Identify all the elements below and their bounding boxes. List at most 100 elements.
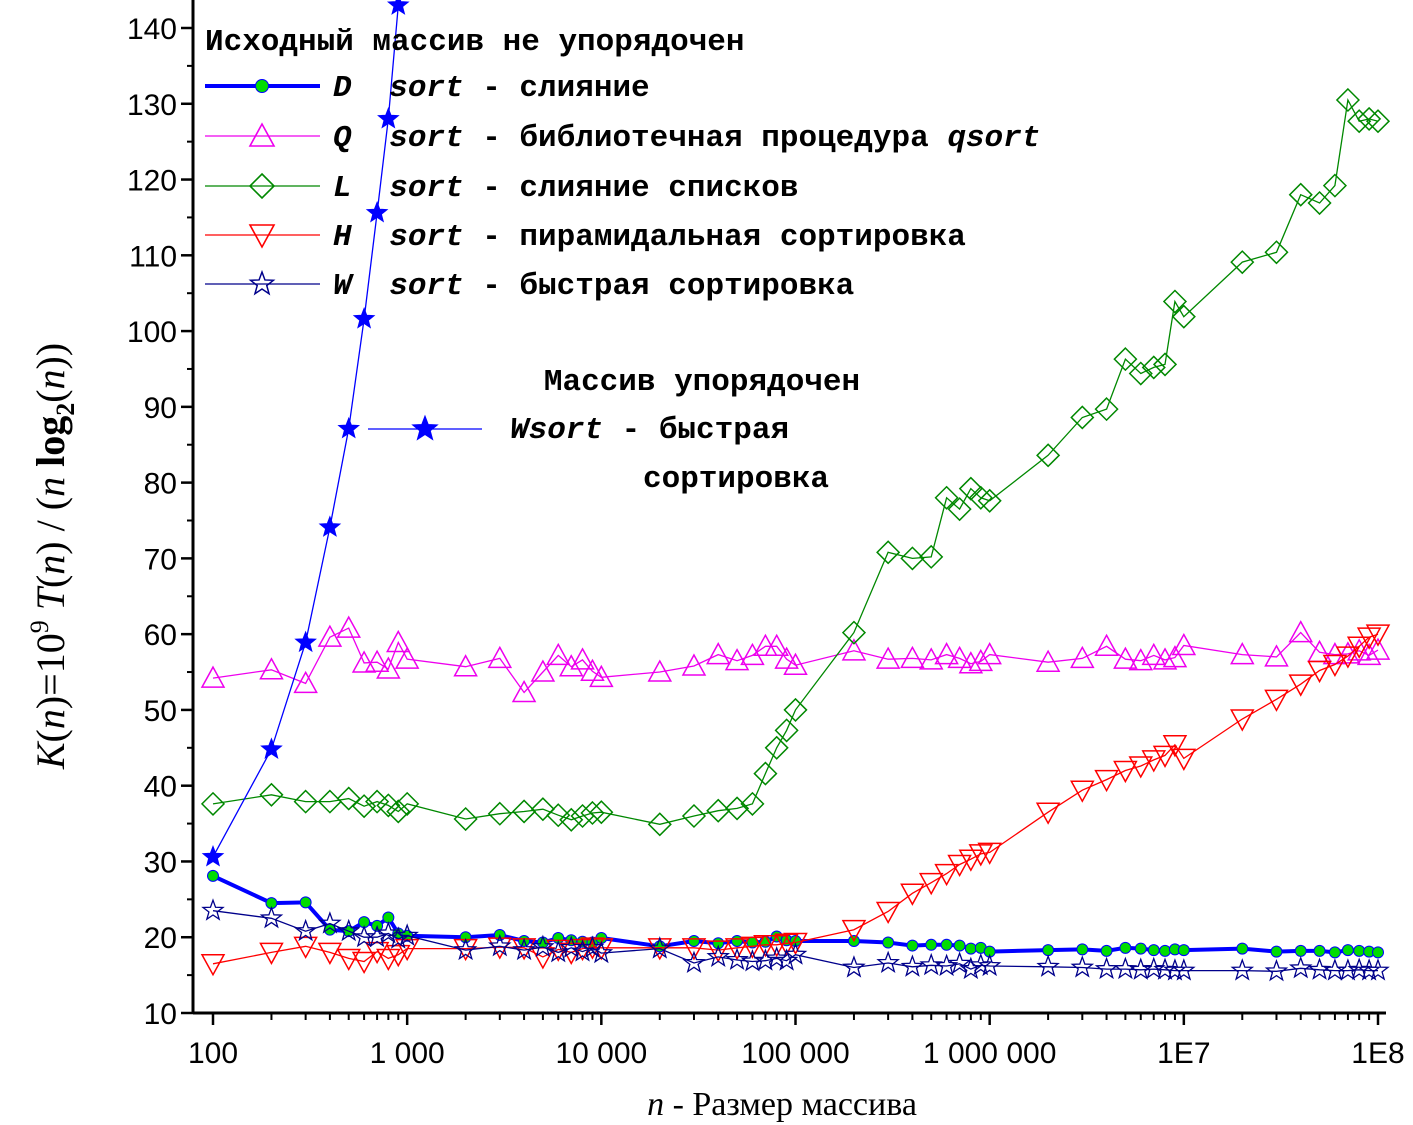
data-point <box>365 924 389 948</box>
data-point <box>293 670 318 694</box>
data-point <box>559 807 584 832</box>
data-point <box>1163 958 1187 981</box>
data-point <box>351 951 377 975</box>
data-point <box>1094 633 1119 657</box>
data-point <box>753 761 778 786</box>
data-point <box>546 803 571 828</box>
data-point <box>774 646 799 669</box>
data-point <box>774 718 799 743</box>
data-point <box>1113 956 1138 980</box>
data-point <box>1307 957 1332 980</box>
data-point <box>764 633 789 657</box>
data-point <box>647 659 673 682</box>
data-point <box>317 789 342 814</box>
data-point <box>918 647 944 670</box>
data-point <box>682 950 706 974</box>
legend-sorted: Массив упорядочен Wsort - быстрая сортир… <box>368 365 860 497</box>
data-point <box>293 936 318 959</box>
data-point <box>395 791 420 816</box>
data-point <box>947 645 972 669</box>
legend-label-dsort: D sort - слияние <box>333 71 650 106</box>
data-point <box>1177 944 1190 957</box>
data-point <box>1128 361 1153 386</box>
data-point <box>681 803 707 829</box>
data-point <box>512 799 537 824</box>
data-point <box>1134 942 1147 955</box>
legend-entry-lsort: L sort - слияние списков <box>205 171 798 206</box>
data-point <box>947 854 972 878</box>
data-point <box>1100 944 1113 957</box>
data-point <box>376 656 401 679</box>
y-tick-label: 10 <box>144 998 177 1031</box>
data-point <box>1357 106 1382 131</box>
data-point <box>1347 957 1371 980</box>
data-point <box>293 789 318 814</box>
data-point <box>1162 289 1188 314</box>
legend-marker-qsort <box>248 122 276 147</box>
y-axis-title: K(n)=109 T(n) / (n log2(n)) <box>25 343 80 770</box>
data-point <box>753 948 778 971</box>
data-point <box>705 940 731 963</box>
data-point <box>487 645 513 669</box>
y-tick-label: 90 <box>144 392 177 425</box>
data-point <box>900 546 925 571</box>
data-point <box>530 947 556 970</box>
data-point <box>1042 944 1055 957</box>
data-point <box>376 793 401 818</box>
legend-title: Исходный массив не упорядочен <box>205 25 745 60</box>
data-point <box>1365 637 1391 660</box>
data-point <box>259 657 284 680</box>
data-point <box>377 107 400 129</box>
legend-label-lsort: L sort - слияние списков <box>333 171 798 206</box>
data-point <box>1141 355 1166 380</box>
x-tick-label: 100 <box>188 1037 238 1070</box>
data-point <box>364 941 390 965</box>
y-tick-label: 120 <box>127 165 177 198</box>
data-point <box>453 937 478 961</box>
x-axis-title: n - Размер массива <box>647 1086 917 1123</box>
series-layer <box>200 0 1391 982</box>
data-point <box>934 642 959 665</box>
data-point <box>964 942 977 955</box>
data-point <box>511 679 537 703</box>
legend-entry-hsort: H sort - пирамидальная сортировка <box>205 220 966 255</box>
data-point <box>724 796 750 821</box>
data-point <box>1366 958 1390 981</box>
y-tick-label: 30 <box>144 846 177 879</box>
data-point <box>740 642 765 666</box>
axis-layer: 10 20 30 40 50 60 70 80 90 100 110 120 130 140 100 1 00… <box>127 0 1405 1070</box>
data-point <box>1094 769 1119 793</box>
data-point <box>1288 182 1313 207</box>
y-tick-label: 40 <box>144 771 177 804</box>
data-point <box>1322 654 1348 678</box>
data-point <box>1230 250 1255 275</box>
data-point <box>876 540 901 565</box>
data-point <box>1230 958 1255 981</box>
data-point <box>1147 944 1160 957</box>
data-point <box>918 872 944 896</box>
data-point <box>740 936 765 959</box>
data-point <box>1141 750 1167 773</box>
data-point <box>386 926 411 949</box>
data-point <box>580 800 605 826</box>
data-point <box>919 544 944 569</box>
data-point <box>294 630 317 653</box>
data-point <box>200 954 226 977</box>
data-point <box>487 937 513 960</box>
legend-label-hsort: H sort - пирамидальная сортировка <box>333 220 966 255</box>
series-wsort-sorted <box>201 0 410 867</box>
legend-marker-wsort-sorted <box>411 414 439 441</box>
data-point <box>1264 958 1289 982</box>
data-point <box>958 849 984 872</box>
data-point <box>1070 955 1095 978</box>
data-point <box>1113 347 1138 372</box>
x-tick-label: 1E7 <box>1157 1037 1210 1070</box>
data-point <box>530 797 555 822</box>
data-point <box>1270 945 1283 958</box>
data-point <box>558 654 584 677</box>
data-point <box>207 869 219 882</box>
data-point <box>1171 748 1197 771</box>
data-point <box>959 956 983 980</box>
data-point <box>841 919 867 943</box>
